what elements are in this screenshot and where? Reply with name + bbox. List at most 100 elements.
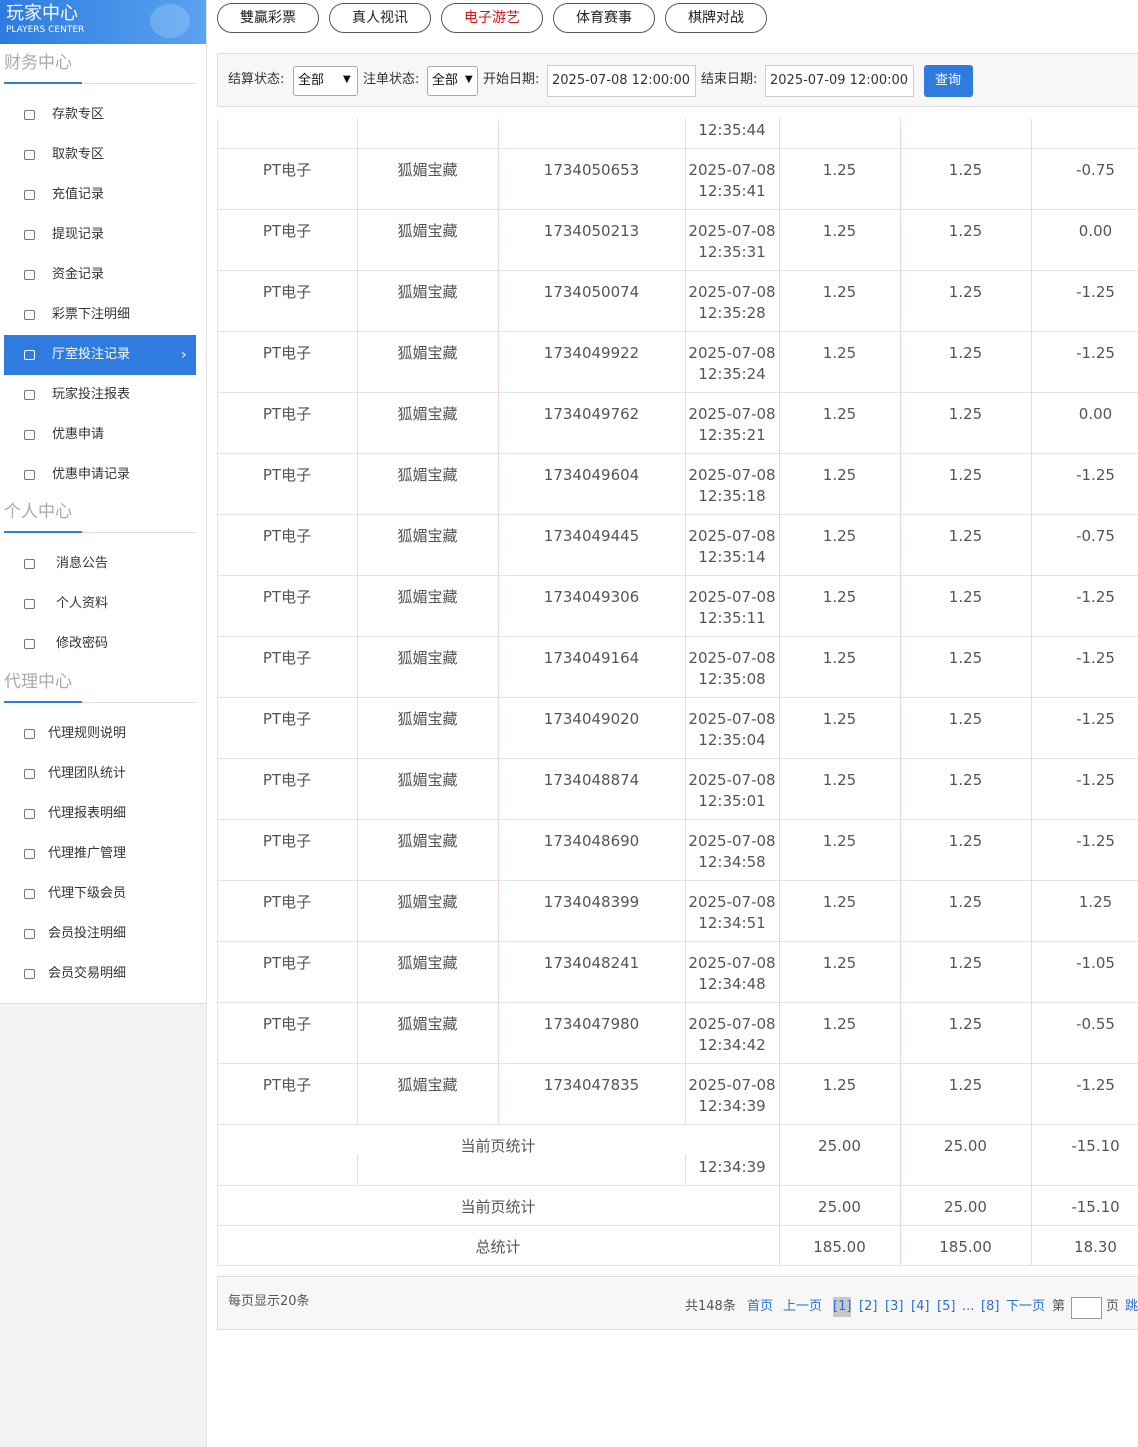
row-divider <box>217 1225 1138 1226</box>
tab-label[interactable]: 雙贏彩票 <box>240 10 296 26</box>
cell-game: 狐媚宝藏 <box>397 466 458 484</box>
select[interactable] <box>293 66 358 96</box>
nav-item[interactable]: 修改密码 <box>56 636 109 651</box>
nav-item[interactable]: 彩票下注明细 <box>52 307 131 322</box>
nav-icon <box>24 849 35 859</box>
cell-bet: 1.25 <box>822 466 857 484</box>
cell-bet-id: 1734048241 <box>543 954 640 972</box>
tab-button[interactable] <box>329 3 431 33</box>
row-divider <box>217 514 1138 515</box>
cell-time: 12:35:21 <box>698 426 766 444</box>
pager-page[interactable]: [8] <box>981 1299 1000 1314</box>
date-value[interactable]: 2025-07-09 12:00:00 <box>770 73 909 88</box>
nav-item[interactable]: 代理规则说明 <box>48 726 127 741</box>
select-value[interactable]: 全部 <box>298 73 325 88</box>
nav-item[interactable]: 会员投注明细 <box>48 926 127 941</box>
cell-game: 狐媚宝藏 <box>397 1015 458 1033</box>
logo-title: 玩家中心 <box>6 3 78 24</box>
cell-bet: 1.25 <box>822 1015 857 1033</box>
pager-link[interactable]: 上一页 <box>783 1299 823 1314</box>
nav-icon <box>24 350 35 360</box>
nav-item[interactable]: 提现记录 <box>52 227 105 242</box>
cell-valid-bet: 1.25 <box>948 771 983 789</box>
column-divider <box>498 1063 499 1124</box>
date-input[interactable] <box>547 65 696 97</box>
pager-goto-label: 第 <box>1052 1299 1066 1314</box>
nav-item[interactable]: 优惠申请记录 <box>52 467 131 482</box>
section-divider <box>4 83 196 84</box>
nav-active[interactable] <box>4 335 196 375</box>
cell-valid-bet: 1.25 <box>948 283 983 301</box>
search-button-label[interactable]: 查询 <box>934 73 962 88</box>
cell-bet-id: 1734048399 <box>543 893 640 911</box>
nav-item[interactable]: 消息公告 <box>56 556 109 571</box>
cell-bet: 1.25 <box>822 710 857 728</box>
nav-item[interactable]: 充值记录 <box>52 187 105 202</box>
column-divider <box>1031 1185 1032 1225</box>
cell-win-loss: -1.25 <box>1076 466 1115 484</box>
pager-page[interactable]: [5] <box>937 1299 956 1314</box>
tab-label[interactable]: 体育赛事 <box>576 10 632 26</box>
tab-button[interactable] <box>441 3 543 33</box>
select[interactable] <box>427 66 478 96</box>
select-value[interactable]: 全部 <box>432 73 459 88</box>
nav-item[interactable]: 代理团队统计 <box>48 766 127 781</box>
row-divider <box>217 575 1138 576</box>
pager-page[interactable]: ... <box>962 1299 975 1314</box>
nav-item[interactable]: 厅室投注记录 <box>52 347 131 362</box>
cell-win-loss: -0.55 <box>1076 1015 1115 1033</box>
tab-button[interactable] <box>217 3 319 33</box>
column-divider <box>357 331 358 392</box>
column-divider <box>1031 758 1032 819</box>
pager-link[interactable]: 下一页 <box>1006 1299 1046 1314</box>
tab-button[interactable] <box>553 3 655 33</box>
pager-page[interactable]: [1] <box>833 1297 852 1317</box>
pager-page[interactable]: [2] <box>859 1299 878 1314</box>
select-arrow-icon: ▼ <box>465 74 473 85</box>
nav-item[interactable]: 优惠申请 <box>52 427 105 442</box>
cell-date: 2025-07-08 <box>688 466 776 484</box>
column-divider <box>685 1063 686 1124</box>
logo-subtitle: PLAYERS CENTER <box>6 25 85 35</box>
column-divider <box>779 148 780 209</box>
search-button[interactable] <box>924 65 973 97</box>
nav-item[interactable]: 代理下级会员 <box>48 886 127 901</box>
cell-win-loss: -1.05 <box>1076 954 1115 972</box>
cell-platform: PT电子 <box>262 344 312 362</box>
tab-label[interactable]: 电子游艺 <box>464 10 520 26</box>
date-value[interactable]: 2025-07-08 12:00:00 <box>552 73 691 88</box>
pager-link[interactable]: 首页 <box>747 1299 774 1314</box>
pager-page[interactable]: [3] <box>885 1299 904 1314</box>
section-underline <box>4 82 82 84</box>
column-divider <box>498 392 499 453</box>
nav-item[interactable]: 玩家投注报表 <box>52 387 131 402</box>
nav-item[interactable]: 个人资料 <box>56 596 109 611</box>
column-divider <box>357 119 358 148</box>
cell-game: 狐媚宝藏 <box>397 405 458 423</box>
nav-item[interactable]: 存款专区 <box>52 107 105 122</box>
column-divider <box>779 331 780 392</box>
nav-item[interactable]: 资金记录 <box>52 267 105 282</box>
logo <box>0 0 206 44</box>
nav-item[interactable]: 取款专区 <box>52 147 105 162</box>
nav-item[interactable]: 代理推广管理 <box>48 846 127 861</box>
tab-label[interactable]: 真人视讯 <box>352 10 408 26</box>
column-divider <box>900 119 901 148</box>
column-divider <box>1031 697 1032 758</box>
tab-button[interactable] <box>665 3 767 33</box>
nav-item[interactable]: 代理报表明细 <box>48 806 127 821</box>
row-divider <box>217 331 1138 332</box>
summary-valid-bet: 25.00 <box>944 1137 987 1155</box>
column-divider <box>779 575 780 636</box>
summary-win-loss: 18.30 <box>1074 1238 1117 1256</box>
tab-label[interactable]: 棋牌对战 <box>688 10 744 26</box>
pager-page[interactable]: [4] <box>911 1299 930 1314</box>
date-input[interactable] <box>765 65 914 97</box>
nav-item[interactable]: 会员交易明细 <box>48 966 127 981</box>
column-divider <box>1031 331 1032 392</box>
page-input[interactable] <box>1071 1297 1102 1319</box>
pager-link[interactable]: 跳 <box>1125 1299 1138 1314</box>
column-divider <box>1031 392 1032 453</box>
column-divider <box>900 1225 901 1265</box>
pager-goto-label: 页 <box>1106 1299 1120 1314</box>
